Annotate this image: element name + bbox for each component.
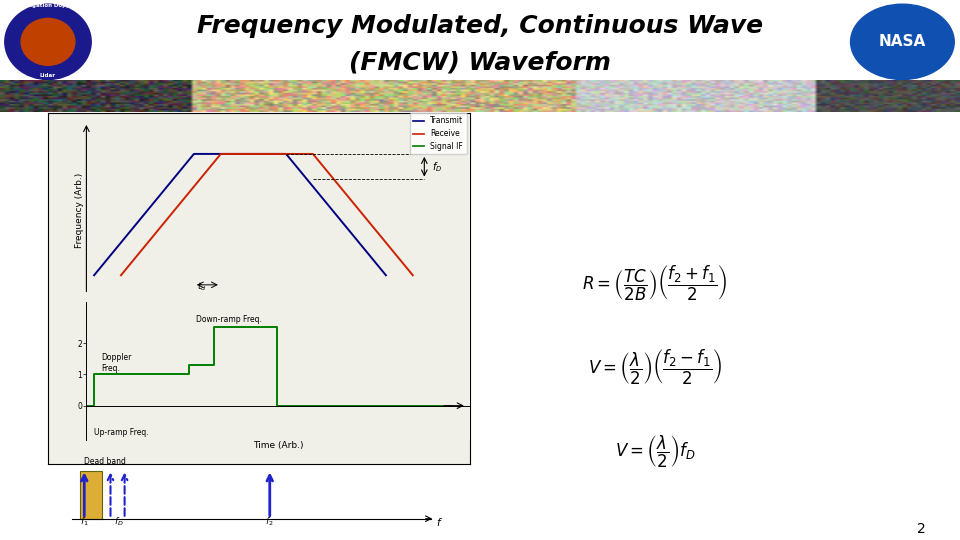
Text: Navigation Doppler: Navigation Doppler bbox=[17, 3, 79, 8]
Text: Lidar: Lidar bbox=[40, 73, 56, 78]
Text: $V = \left(\dfrac{\lambda}{2}\right) f_D$: $V = \left(\dfrac{\lambda}{2}\right) f_D… bbox=[614, 433, 695, 470]
Text: (FMCW) Waveform: (FMCW) Waveform bbox=[349, 50, 611, 75]
Text: Dead band: Dead band bbox=[84, 457, 126, 466]
Text: $R = \left(\dfrac{TC}{2B}\right)\left(\dfrac{f_2 + f_1}{2}\right)$: $R = \left(\dfrac{TC}{2B}\right)\left(\d… bbox=[583, 264, 728, 302]
Circle shape bbox=[5, 4, 91, 79]
Text: Doppler
Freq.: Doppler Freq. bbox=[101, 353, 132, 373]
Circle shape bbox=[851, 4, 954, 79]
Text: NASA: NASA bbox=[878, 35, 926, 49]
Text: $f_D$: $f_D$ bbox=[113, 516, 124, 529]
Circle shape bbox=[21, 18, 75, 65]
Text: Down-ramp Freq.: Down-ramp Freq. bbox=[196, 315, 262, 325]
Y-axis label: Frequency (Arb.): Frequency (Arb.) bbox=[75, 173, 84, 248]
Text: Up-ramp Freq.: Up-ramp Freq. bbox=[94, 428, 149, 437]
X-axis label: Time (Arb.): Time (Arb.) bbox=[253, 442, 303, 450]
Bar bbox=[81, 471, 103, 518]
Text: $f_1$: $f_1$ bbox=[80, 516, 88, 529]
Text: Frequency Modulated, Continuous Wave: Frequency Modulated, Continuous Wave bbox=[197, 14, 763, 38]
Text: $f$: $f$ bbox=[436, 516, 443, 529]
Text: 2: 2 bbox=[917, 522, 926, 536]
Legend: Transmit, Receive, Signal IF: Transmit, Receive, Signal IF bbox=[410, 113, 467, 154]
Text: $V = \left(\dfrac{\lambda}{2}\right)\left(\dfrac{f_2 - f_1}{2}\right)$: $V = \left(\dfrac{\lambda}{2}\right)\lef… bbox=[588, 348, 722, 387]
Text: 3 segments waveform minimizes
false alarms due to zero-crossing
and signal ambig: 3 segments waveform minimizes false alar… bbox=[558, 140, 834, 197]
Text: $f_2$: $f_2$ bbox=[266, 516, 274, 529]
Text: $f_D$: $f_D$ bbox=[432, 160, 443, 173]
Text: $t_d$: $t_d$ bbox=[197, 280, 206, 293]
